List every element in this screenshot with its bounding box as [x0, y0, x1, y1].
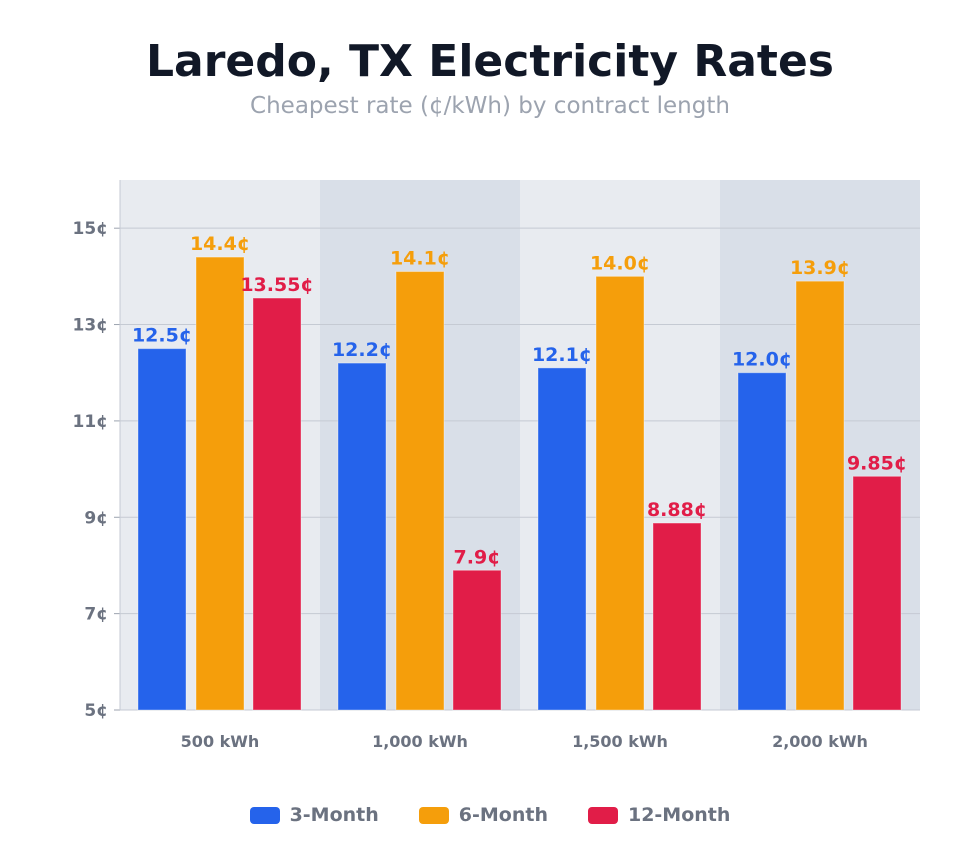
y-tick-label: 5¢ — [84, 701, 108, 721]
y-tick-label: 13¢ — [73, 316, 109, 336]
y-tick-label: 7¢ — [84, 605, 108, 625]
bar-12-month — [452, 569, 502, 711]
data-label: 7.9¢ — [454, 546, 501, 568]
data-label: 14.4¢ — [190, 233, 250, 255]
data-label: 13.9¢ — [790, 257, 850, 279]
bar-6-month — [195, 256, 245, 711]
legend-item: 3-Month — [249, 804, 379, 826]
chart-subtitle: Cheapest rate (¢/kWh) by contract length — [250, 93, 730, 119]
data-label: 12.0¢ — [732, 349, 792, 371]
bar-3-month — [537, 367, 587, 711]
bar-3-month — [737, 372, 787, 711]
bar-12-month — [252, 297, 302, 711]
data-label: 12.5¢ — [132, 325, 192, 347]
legend-swatch — [587, 806, 618, 824]
legend-item: 6-Month — [418, 804, 548, 826]
x-tick-label: 2,000 kWh — [772, 732, 868, 751]
y-tick-label: 9¢ — [84, 508, 108, 528]
data-label: 14.0¢ — [590, 252, 650, 274]
data-label: 9.85¢ — [847, 452, 907, 474]
bar-12-month — [852, 475, 902, 711]
y-tick-label: 11¢ — [73, 412, 109, 432]
legend-label: 12-Month — [627, 804, 731, 826]
chart-title: Laredo, TX Electricity Rates — [146, 36, 834, 87]
bar-6-month — [795, 280, 845, 711]
bar-12-month — [652, 522, 702, 711]
bar-3-month — [337, 362, 387, 711]
bar-6-month — [395, 271, 445, 711]
x-tick-label: 1,500 kWh — [572, 732, 668, 751]
legend-swatch — [249, 806, 280, 824]
legend-swatch — [418, 806, 449, 824]
legend-item: 12-Month — [587, 804, 731, 826]
data-label: 12.2¢ — [332, 339, 392, 361]
legend-label: 3-Month — [289, 804, 379, 826]
legend-label: 6-Month — [458, 804, 548, 826]
data-label: 12.1¢ — [532, 344, 592, 366]
legend: 3-Month 6-Month 12-Month — [0, 804, 980, 826]
data-label: 14.1¢ — [390, 248, 450, 270]
x-tick-label: 500 kWh — [181, 732, 260, 751]
data-label: 13.55¢ — [240, 274, 313, 296]
bar-3-month — [137, 348, 187, 711]
x-tick-label: 1,000 kWh — [372, 732, 468, 751]
data-label: 8.88¢ — [647, 499, 707, 521]
y-tick-label: 15¢ — [73, 219, 109, 239]
bar-6-month — [595, 275, 645, 711]
